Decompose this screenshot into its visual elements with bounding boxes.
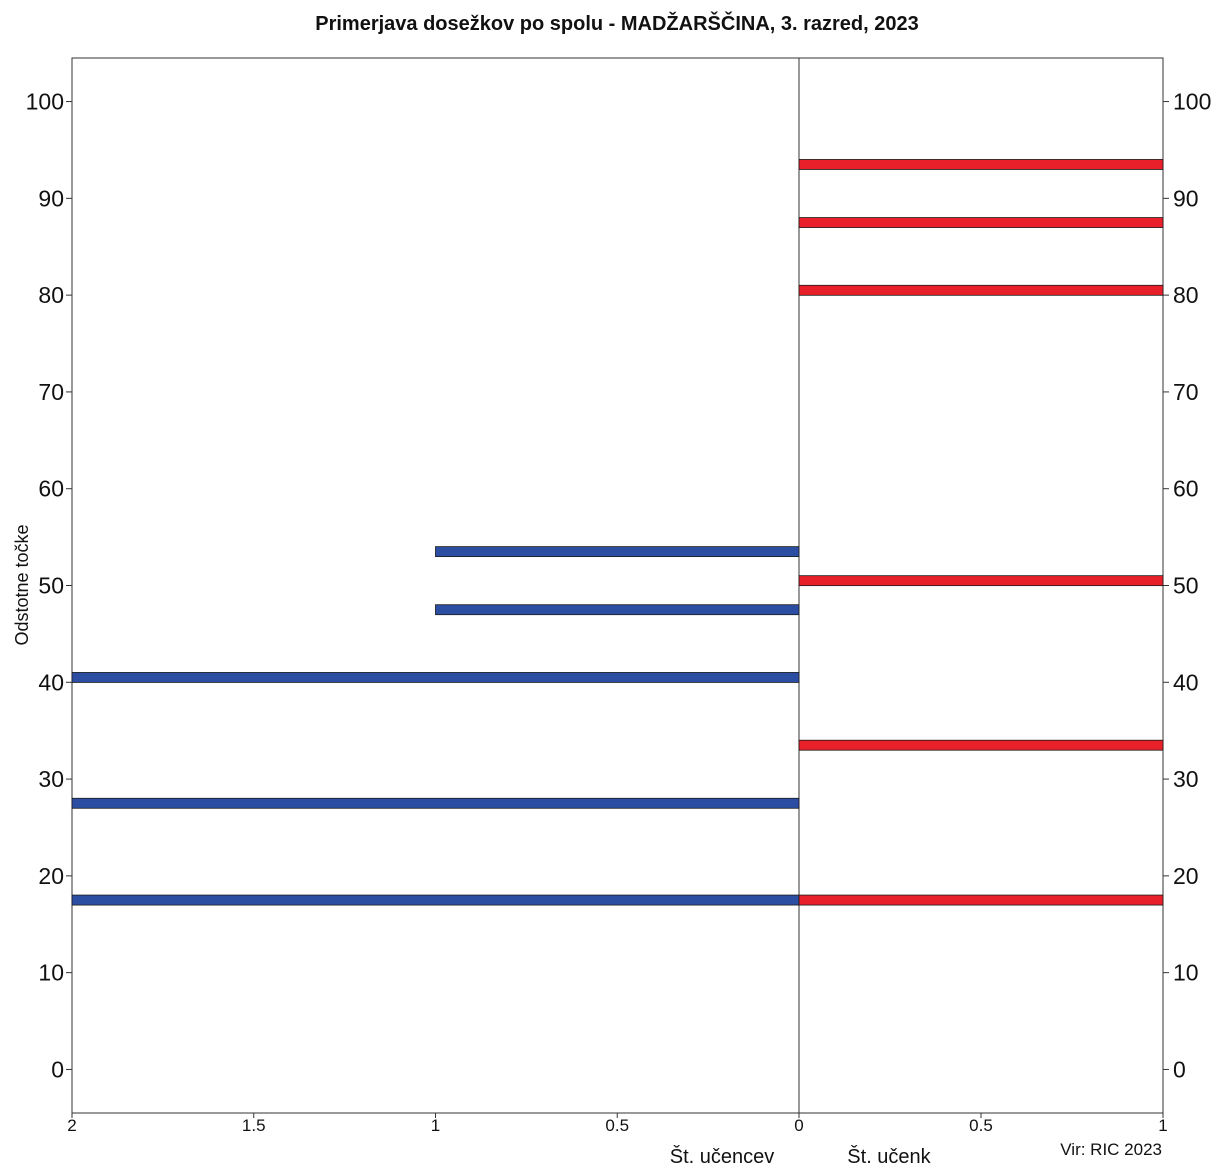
bar-ucenci	[71, 797, 800, 809]
y-tick-label-left: 100	[26, 89, 64, 115]
bar-ucenke	[798, 739, 1164, 751]
y-tick-label-right: 100	[1173, 89, 1211, 115]
x-tick-label-right: 1	[1158, 1116, 1167, 1135]
y-tick-label-right: 10	[1173, 960, 1199, 986]
bar-ucenci	[435, 604, 800, 616]
y-tick-label-right: 90	[1173, 185, 1199, 211]
y-tick-label-left: 40	[38, 669, 64, 695]
y-tick-label-left: 60	[38, 476, 64, 502]
bar-ucenke	[798, 159, 1164, 170]
x-tick-label-left: 0	[794, 1116, 803, 1135]
y-axis-label: Odstotne točke	[12, 524, 32, 645]
y-tick-label-left: 90	[38, 185, 64, 211]
bar-ucenke	[798, 284, 1164, 296]
y-tick-label-left: 70	[38, 379, 64, 405]
chart-title: Primerjava dosežkov po spolu - MADŽARŠČI…	[315, 11, 919, 35]
x-axis-label-right: Št. učenk	[847, 1145, 931, 1168]
x-tick-label-left: 1	[431, 1116, 440, 1135]
bar-ucenci	[435, 546, 800, 558]
y-ticks-right: 0 10 20 30 40 50 60 70 80 90 100	[1163, 89, 1211, 1082]
y-tick-label-right: 50	[1173, 573, 1199, 599]
y-tick-label-left: 10	[38, 960, 64, 986]
bar-ucenke	[798, 894, 1164, 906]
y-tick-label-right: 0	[1173, 1056, 1186, 1082]
y-ticks-left: 0 10 20 30 40 50 60 70 80 90 100	[26, 89, 72, 1082]
x-axis-label-left: Št. učencev	[670, 1145, 775, 1168]
y-tick-label-left: 50	[38, 573, 64, 599]
x-ticks: 2 1.5 1 0.5 0 0.5 1	[67, 1113, 1168, 1135]
y-tick-label-right: 20	[1173, 863, 1199, 889]
x-tick-label-left: 2	[67, 1116, 76, 1135]
y-tick-label-left: 30	[38, 766, 64, 792]
y-tick-label-left: 80	[38, 282, 64, 308]
bars	[71, 159, 1164, 906]
bar-ucenci	[71, 894, 800, 906]
y-tick-label-right: 80	[1173, 282, 1199, 308]
y-tick-label-right: 70	[1173, 379, 1199, 405]
x-tick-label-left: 1.5	[242, 1116, 266, 1135]
y-tick-label-right: 30	[1173, 766, 1199, 792]
bar-ucenke	[798, 217, 1164, 228]
y-tick-label-left: 20	[38, 863, 64, 889]
bar-ucenke	[798, 575, 1164, 587]
y-tick-label-right: 60	[1173, 476, 1199, 502]
y-tick-label-right: 40	[1173, 669, 1199, 695]
x-tick-label-right: 0.5	[969, 1116, 993, 1135]
bar-ucenci	[71, 672, 800, 683]
source-note: Vir: RIC 2023	[1060, 1140, 1162, 1159]
x-tick-label-left: 0.5	[605, 1116, 629, 1135]
y-tick-label-left: 0	[51, 1056, 64, 1082]
